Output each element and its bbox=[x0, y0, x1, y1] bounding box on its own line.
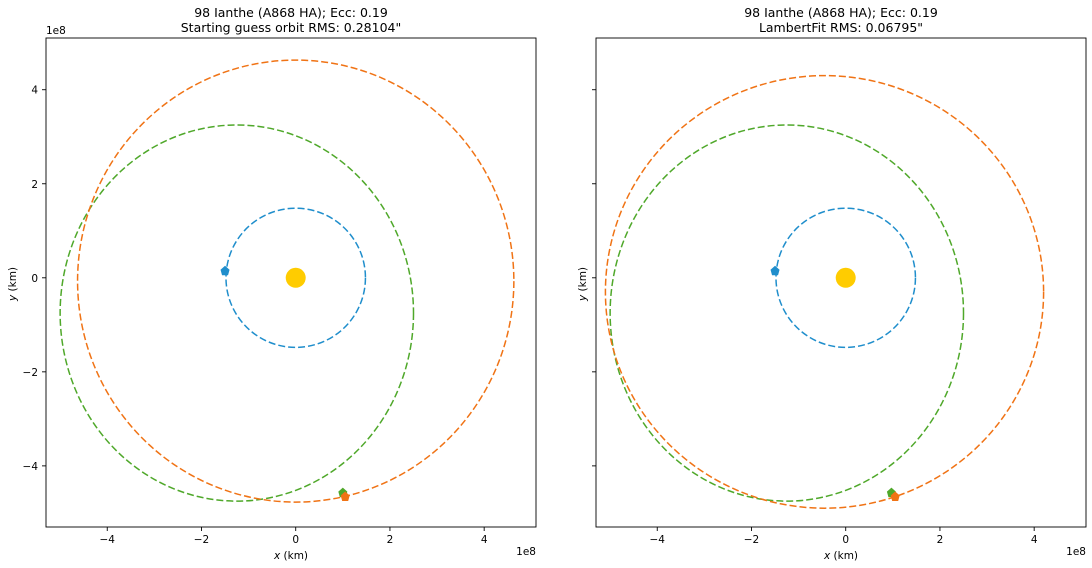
earth-orbit-line bbox=[225, 207, 367, 349]
asteroid_true-orbit-line bbox=[609, 124, 965, 502]
earth-position-marker bbox=[770, 265, 780, 276]
axes-frame bbox=[595, 37, 1087, 528]
x-tick-label: 0 bbox=[292, 534, 299, 546]
x-tick-label: −2 bbox=[744, 534, 759, 546]
y-tick-label: −4 bbox=[23, 461, 39, 473]
sun-marker bbox=[285, 267, 306, 288]
sun-marker bbox=[835, 267, 856, 288]
x-axis-label: x (km) bbox=[823, 550, 858, 562]
y-scale-label: 1e8 bbox=[46, 25, 66, 37]
y-tick-label: 4 bbox=[31, 85, 38, 97]
axes-frame bbox=[45, 37, 537, 528]
plot-area: −4 −2 0 2 4 bbox=[592, 37, 1087, 546]
x-tick-label: 4 bbox=[1031, 534, 1038, 546]
chart-subtitle: LambertFit RMS: 0.06795" bbox=[759, 20, 923, 35]
x-tick-label: −4 bbox=[650, 534, 666, 546]
earth-position-marker bbox=[220, 265, 230, 276]
asteroid_fit-orbit-line bbox=[76, 59, 515, 503]
x-scale-label: 1e8 bbox=[1066, 546, 1086, 558]
x-tick-label: −2 bbox=[194, 534, 209, 546]
y-tick-label: 2 bbox=[31, 179, 38, 191]
x-tick-label: 0 bbox=[842, 534, 849, 546]
asteroid_fit-position-marker bbox=[890, 491, 900, 501]
y-tick-label: −2 bbox=[23, 367, 38, 379]
y-axis-label: y (km) bbox=[577, 267, 589, 302]
asteroid_true-orbit-line bbox=[59, 124, 415, 502]
x-tick-label: 2 bbox=[387, 534, 394, 546]
y-axis-label: y (km) bbox=[7, 267, 19, 302]
asteroid_fit-orbit-line bbox=[604, 74, 1045, 509]
earth-orbit-line bbox=[775, 207, 917, 349]
x-tick-label: 4 bbox=[481, 534, 488, 546]
chart-title: 98 Ianthe (A868 HA); Ecc: 0.19 bbox=[744, 5, 938, 20]
chart-subtitle: Starting guess orbit RMS: 0.28104" bbox=[181, 20, 401, 35]
x-axis-label: x (km) bbox=[273, 550, 308, 562]
x-scale-label: 1e8 bbox=[516, 546, 536, 558]
left-subplot: 98 Ianthe (A868 HA); Ecc: 0.19 Starting … bbox=[7, 5, 537, 562]
y-tick-label: 0 bbox=[31, 273, 38, 285]
x-tick-label: 2 bbox=[937, 534, 944, 546]
chart-title: 98 Ianthe (A868 HA); Ecc: 0.19 bbox=[194, 5, 388, 20]
right-subplot: 98 Ianthe (A868 HA); Ecc: 0.19 LambertFi… bbox=[577, 5, 1087, 562]
plot-area: −4 −2 0 2 4 −4 −2 0 2 4 bbox=[23, 37, 537, 546]
x-tick-label: −4 bbox=[100, 534, 116, 546]
asteroid_fit-position-marker bbox=[340, 491, 350, 501]
